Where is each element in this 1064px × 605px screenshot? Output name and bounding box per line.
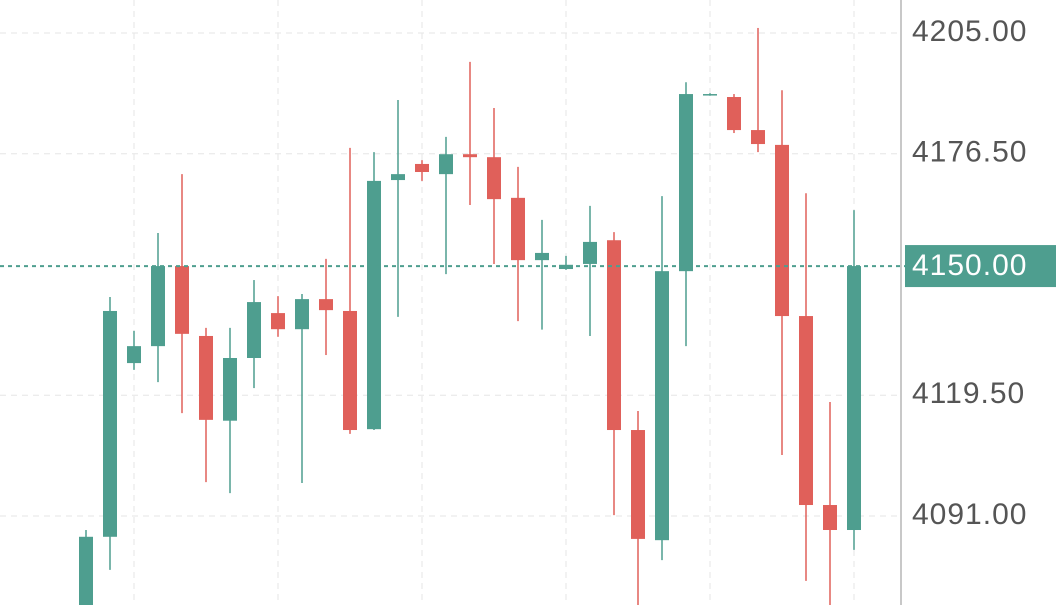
candle-body: [511, 197, 525, 261]
candle-body: [247, 302, 261, 359]
candle-body: [367, 180, 381, 430]
candle-body: [343, 310, 357, 431]
candle-body: [127, 346, 141, 364]
grid: 4205.00 4176.50 4119.50 4091.00: [0, 15, 1027, 531]
candle-body: [463, 154, 477, 158]
candle-body: [391, 174, 405, 181]
candle-body: [271, 313, 285, 330]
candle-body: [631, 430, 645, 539]
candle-body: [775, 144, 789, 317]
overlay: 4150.00: [0, 245, 1056, 288]
candle-body: [199, 335, 213, 420]
candle-body: [655, 271, 669, 541]
candle-body: [79, 536, 93, 605]
y-tick-label: 4119.50: [912, 377, 1025, 410]
candle-body: [151, 266, 165, 347]
candle-body: [751, 130, 765, 145]
candle-body: [727, 97, 741, 131]
last-price-box: [905, 245, 1056, 288]
candle-body: [559, 264, 573, 270]
candle-body: [487, 157, 501, 200]
last-price-label: 4150.00: [912, 249, 1027, 282]
candle-body: [847, 266, 861, 531]
candle-body: [223, 358, 237, 421]
candle-body: [295, 299, 309, 330]
candles: [79, 27, 861, 605]
candle-body: [679, 94, 693, 272]
y-tick-label: 4205.00: [912, 15, 1027, 48]
candle-body: [319, 299, 333, 311]
y-tick-label: 4091.00: [912, 498, 1027, 531]
candle-body: [607, 240, 621, 431]
candle-body: [103, 310, 117, 537]
candle-body: [439, 154, 453, 175]
candle-body: [175, 266, 189, 334]
candle-body: [583, 241, 597, 264]
candle-body: [535, 252, 549, 261]
candle-body: [823, 505, 837, 531]
candle-body: [703, 94, 717, 96]
vertical-grid: [133, 0, 855, 605]
candle-body: [415, 163, 429, 173]
candle-body: [799, 316, 813, 506]
y-tick-label: 4176.50: [912, 136, 1027, 169]
